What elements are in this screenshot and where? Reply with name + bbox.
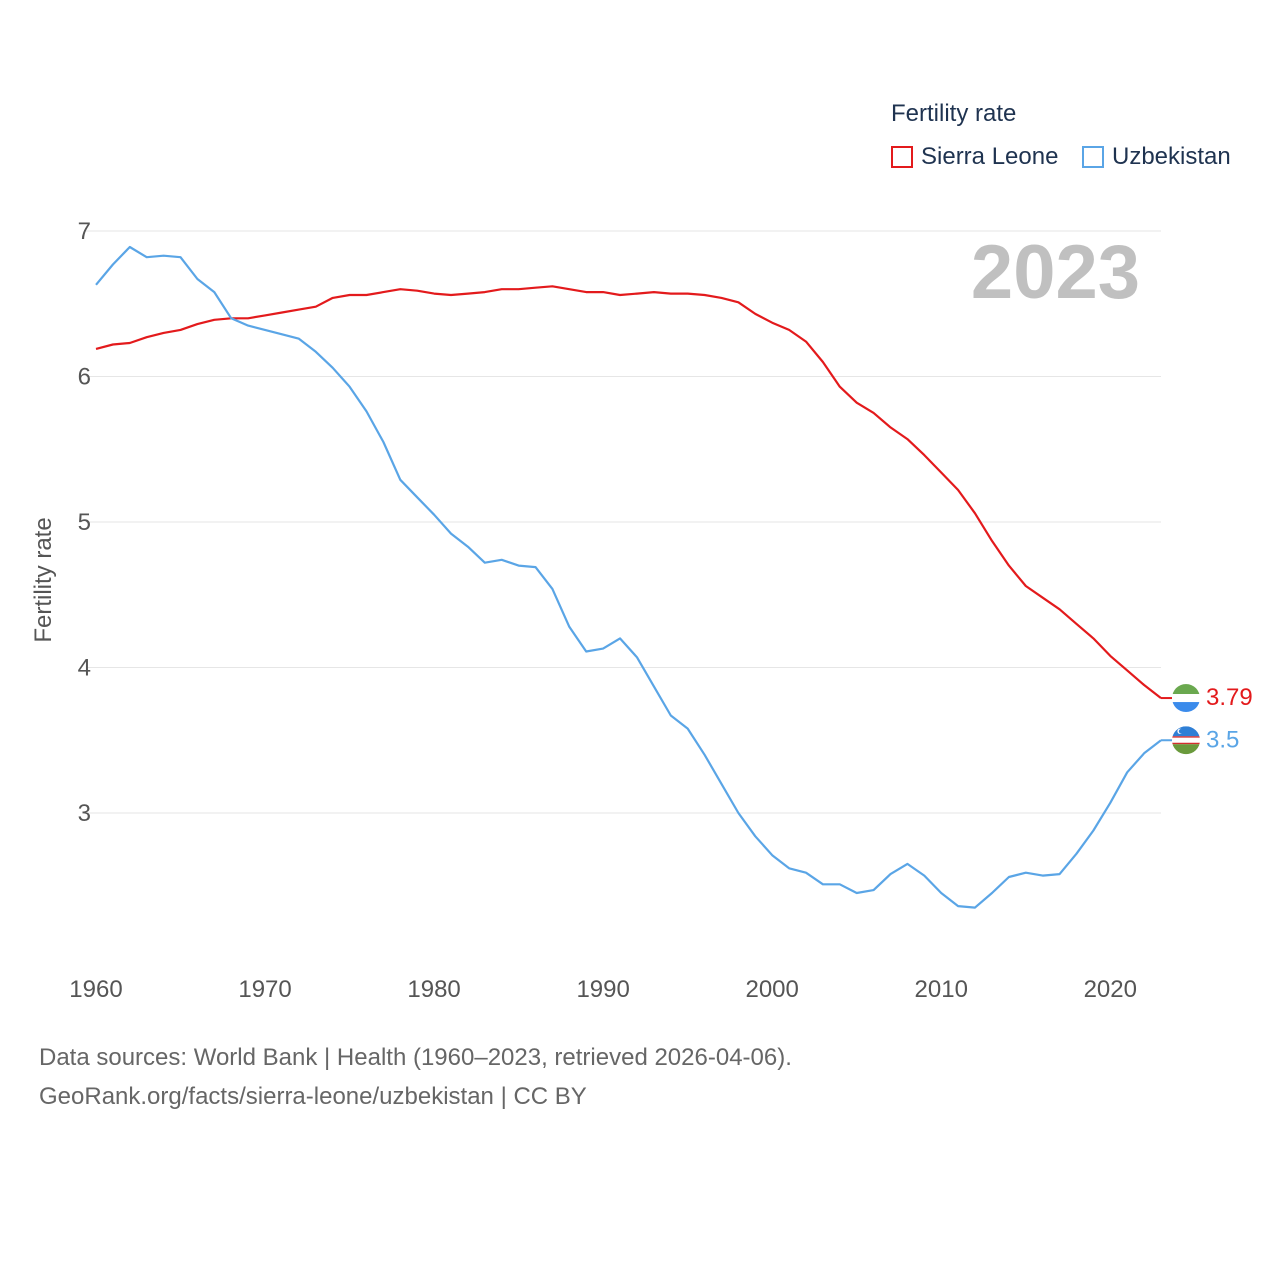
legend-label-sierra-leone: Sierra Leone [921, 143, 1059, 170]
uzbekistan-end-value: 3.5 [1206, 726, 1239, 753]
y-tick-label-6: 6 [78, 364, 91, 391]
x-tick-label-2000: 2000 [745, 976, 798, 1003]
legend-swatch-sierra-leone [891, 146, 913, 168]
y-tick-label-4: 4 [78, 655, 91, 682]
legend-title: Fertility rate [891, 100, 1017, 127]
uzbekistan-flag-icon [1172, 726, 1200, 755]
legend-item-sierra-leone[interactable]: Sierra Leone [891, 142, 1058, 172]
y-tick-label-5: 5 [78, 509, 91, 536]
source-line: Data sources: World Bank | Health (1960–… [39, 1044, 792, 1071]
grid-lines [86, 230, 1161, 814]
year-label: 2023 [971, 230, 1140, 315]
x-tick-label-1970: 1970 [238, 976, 291, 1003]
series-line-uzbekistan [95, 245, 1162, 909]
attribution-link[interactable]: GeoRank.org/facts/sierra-leone/uzbekista… [39, 1083, 587, 1110]
y-axis-label: Fertility rate [30, 517, 57, 642]
series-lines [95, 245, 1172, 909]
legend-swatch-uzbekistan [1082, 146, 1104, 168]
y-tick-label-3: 3 [78, 800, 91, 827]
legend-item-uzbekistan[interactable]: Uzbekistan [1082, 142, 1231, 172]
y-tick-label-7: 7 [78, 218, 91, 245]
x-tick-label-1980: 1980 [407, 976, 460, 1003]
x-axis-tick-labels: 1960 1970 1980 1990 2000 2010 2020 [69, 976, 1137, 1003]
y-axis-tick-labels: 3 4 5 6 7 [78, 218, 91, 827]
legend-label-uzbekistan: Uzbekistan [1112, 143, 1231, 170]
x-tick-label-2020: 2020 [1084, 976, 1137, 1003]
series-line-sierra-leone [95, 285, 1162, 699]
sierra-leone-end-value: 3.79 [1206, 684, 1253, 711]
x-tick-label-1990: 1990 [576, 976, 629, 1003]
sierra-leone-flag-icon [1172, 684, 1200, 713]
x-tick-label-1960: 1960 [69, 976, 122, 1003]
x-tick-label-2010: 2010 [915, 976, 968, 1003]
